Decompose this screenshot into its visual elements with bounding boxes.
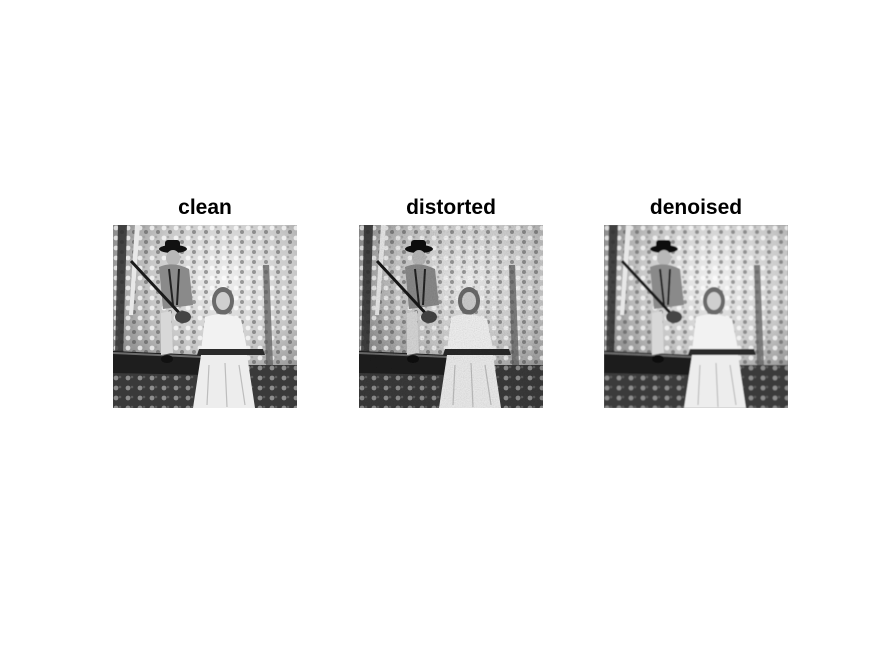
panel-title: clean	[178, 196, 232, 219]
clean-image	[113, 225, 297, 408]
panel-title: distorted	[406, 196, 496, 219]
denoised-image	[604, 225, 788, 408]
distorted-image	[359, 225, 543, 408]
panel-title: denoised	[649, 196, 743, 219]
